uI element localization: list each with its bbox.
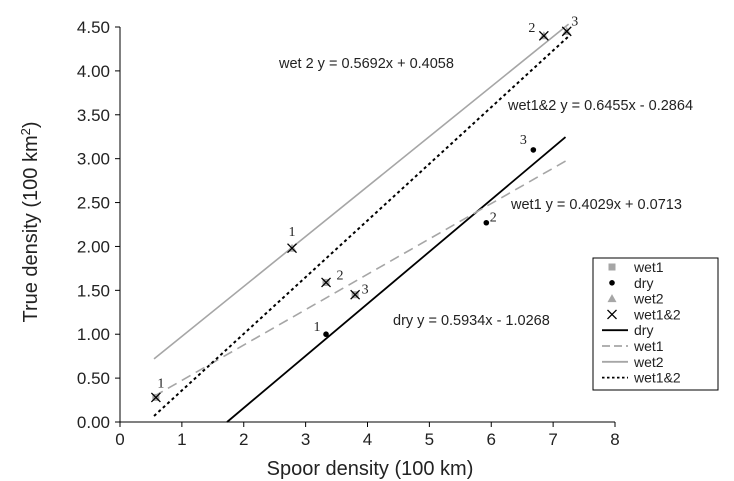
x-tick-label: 3 bbox=[301, 430, 310, 449]
equation-dry: dry y = 0.5934x - 1.0268 bbox=[393, 313, 550, 329]
point-label-wet2: 2 bbox=[528, 21, 535, 36]
cross-stroke bbox=[350, 289, 361, 300]
y-tick-label: 4.00 bbox=[77, 62, 110, 81]
x-tick-label: 4 bbox=[363, 430, 372, 449]
y-tick-label: 4.50 bbox=[77, 18, 110, 37]
equation-wet1: wet1 y = 0.4029x + 0.0713 bbox=[510, 197, 682, 213]
point-label-wet2: 1 bbox=[289, 225, 296, 240]
point-wet12 bbox=[350, 289, 361, 300]
legend-marker-wet2 bbox=[607, 294, 617, 303]
legend-label: wet1 bbox=[633, 338, 664, 354]
cross-stroke bbox=[287, 243, 297, 254]
x-tick-label: 6 bbox=[487, 430, 496, 449]
point-wet12 bbox=[561, 26, 572, 37]
legend-label: dry bbox=[634, 275, 653, 291]
point-label-dry: 3 bbox=[520, 133, 527, 148]
y-axis-title: True density (100 km2) bbox=[18, 121, 42, 322]
x-axis-title: Spoor density (100 km) bbox=[267, 458, 474, 480]
legend-marker-wet12 bbox=[607, 309, 617, 320]
point-label-wet1: 2 bbox=[337, 268, 344, 283]
x-tick-label: 0 bbox=[115, 430, 124, 449]
cross-stroke bbox=[150, 392, 161, 403]
legend-marker-dry bbox=[609, 280, 615, 286]
equation-wet2: wet 2 y = 0.5692x + 0.4058 bbox=[278, 56, 454, 72]
point-wet12 bbox=[287, 243, 297, 254]
legend-label: wet1 bbox=[633, 259, 664, 275]
point-dry bbox=[483, 219, 490, 226]
legend-label: wet2 bbox=[633, 291, 664, 307]
point-dry bbox=[530, 147, 537, 153]
point-wet12 bbox=[150, 392, 161, 403]
point-wet12 bbox=[321, 277, 332, 288]
legend-box bbox=[592, 257, 719, 391]
point-wet12 bbox=[538, 30, 549, 41]
x-tick-label: 8 bbox=[610, 430, 619, 449]
y-tick-label: 0.50 bbox=[77, 369, 110, 388]
y-tick-label: 3.00 bbox=[77, 150, 110, 169]
x-tick-label: 1 bbox=[177, 430, 186, 449]
cross-stroke bbox=[607, 309, 617, 320]
trendlines bbox=[153, 23, 570, 423]
point-label-wet2: 3 bbox=[571, 14, 578, 29]
y-tick-label: 1.50 bbox=[77, 281, 110, 300]
axes: 0 1 2 3 4 5 6 7 8 0.00 0.50 1.00 1.50 2.00 2.50 3.00 3.5… bbox=[77, 18, 620, 449]
trendline-wet12 bbox=[153, 35, 570, 417]
trendline-wet2 bbox=[153, 23, 570, 360]
cross-stroke bbox=[321, 277, 332, 288]
y-tick-label: 2.50 bbox=[77, 194, 110, 213]
cross-stroke bbox=[561, 26, 572, 37]
point-label-wet1: 1 bbox=[157, 376, 164, 391]
cross-stroke bbox=[538, 30, 549, 41]
point-label-dry: 2 bbox=[490, 211, 497, 226]
point-label-wet1: 3 bbox=[362, 283, 369, 298]
legend-label: wet2 bbox=[633, 354, 664, 370]
x-tick-label: 7 bbox=[548, 430, 557, 449]
legend-label: wet1&2 bbox=[633, 306, 681, 322]
y-tick-label: 1.00 bbox=[77, 325, 110, 344]
data-points: 1 2 3 1 2 3 1 2 3 bbox=[150, 14, 578, 403]
x-tick-label: 5 bbox=[425, 430, 434, 449]
trendline-wet1 bbox=[153, 158, 569, 397]
point-dry bbox=[323, 331, 329, 338]
legend-marker-wet1 bbox=[608, 263, 616, 271]
equation-wet12: wet1&2 y = 0.6455x - 0.2864 bbox=[507, 98, 693, 114]
legend-label: wet1&2 bbox=[633, 370, 681, 386]
legend-label: dry bbox=[634, 322, 653, 338]
x-tick-label: 2 bbox=[239, 430, 248, 449]
point-label-dry: 1 bbox=[314, 320, 321, 335]
y-tick-label: 0.00 bbox=[77, 413, 110, 432]
y-tick-label: 3.50 bbox=[77, 106, 110, 125]
trendline-dry bbox=[226, 136, 567, 423]
y-tick-label: 2.00 bbox=[77, 237, 110, 256]
